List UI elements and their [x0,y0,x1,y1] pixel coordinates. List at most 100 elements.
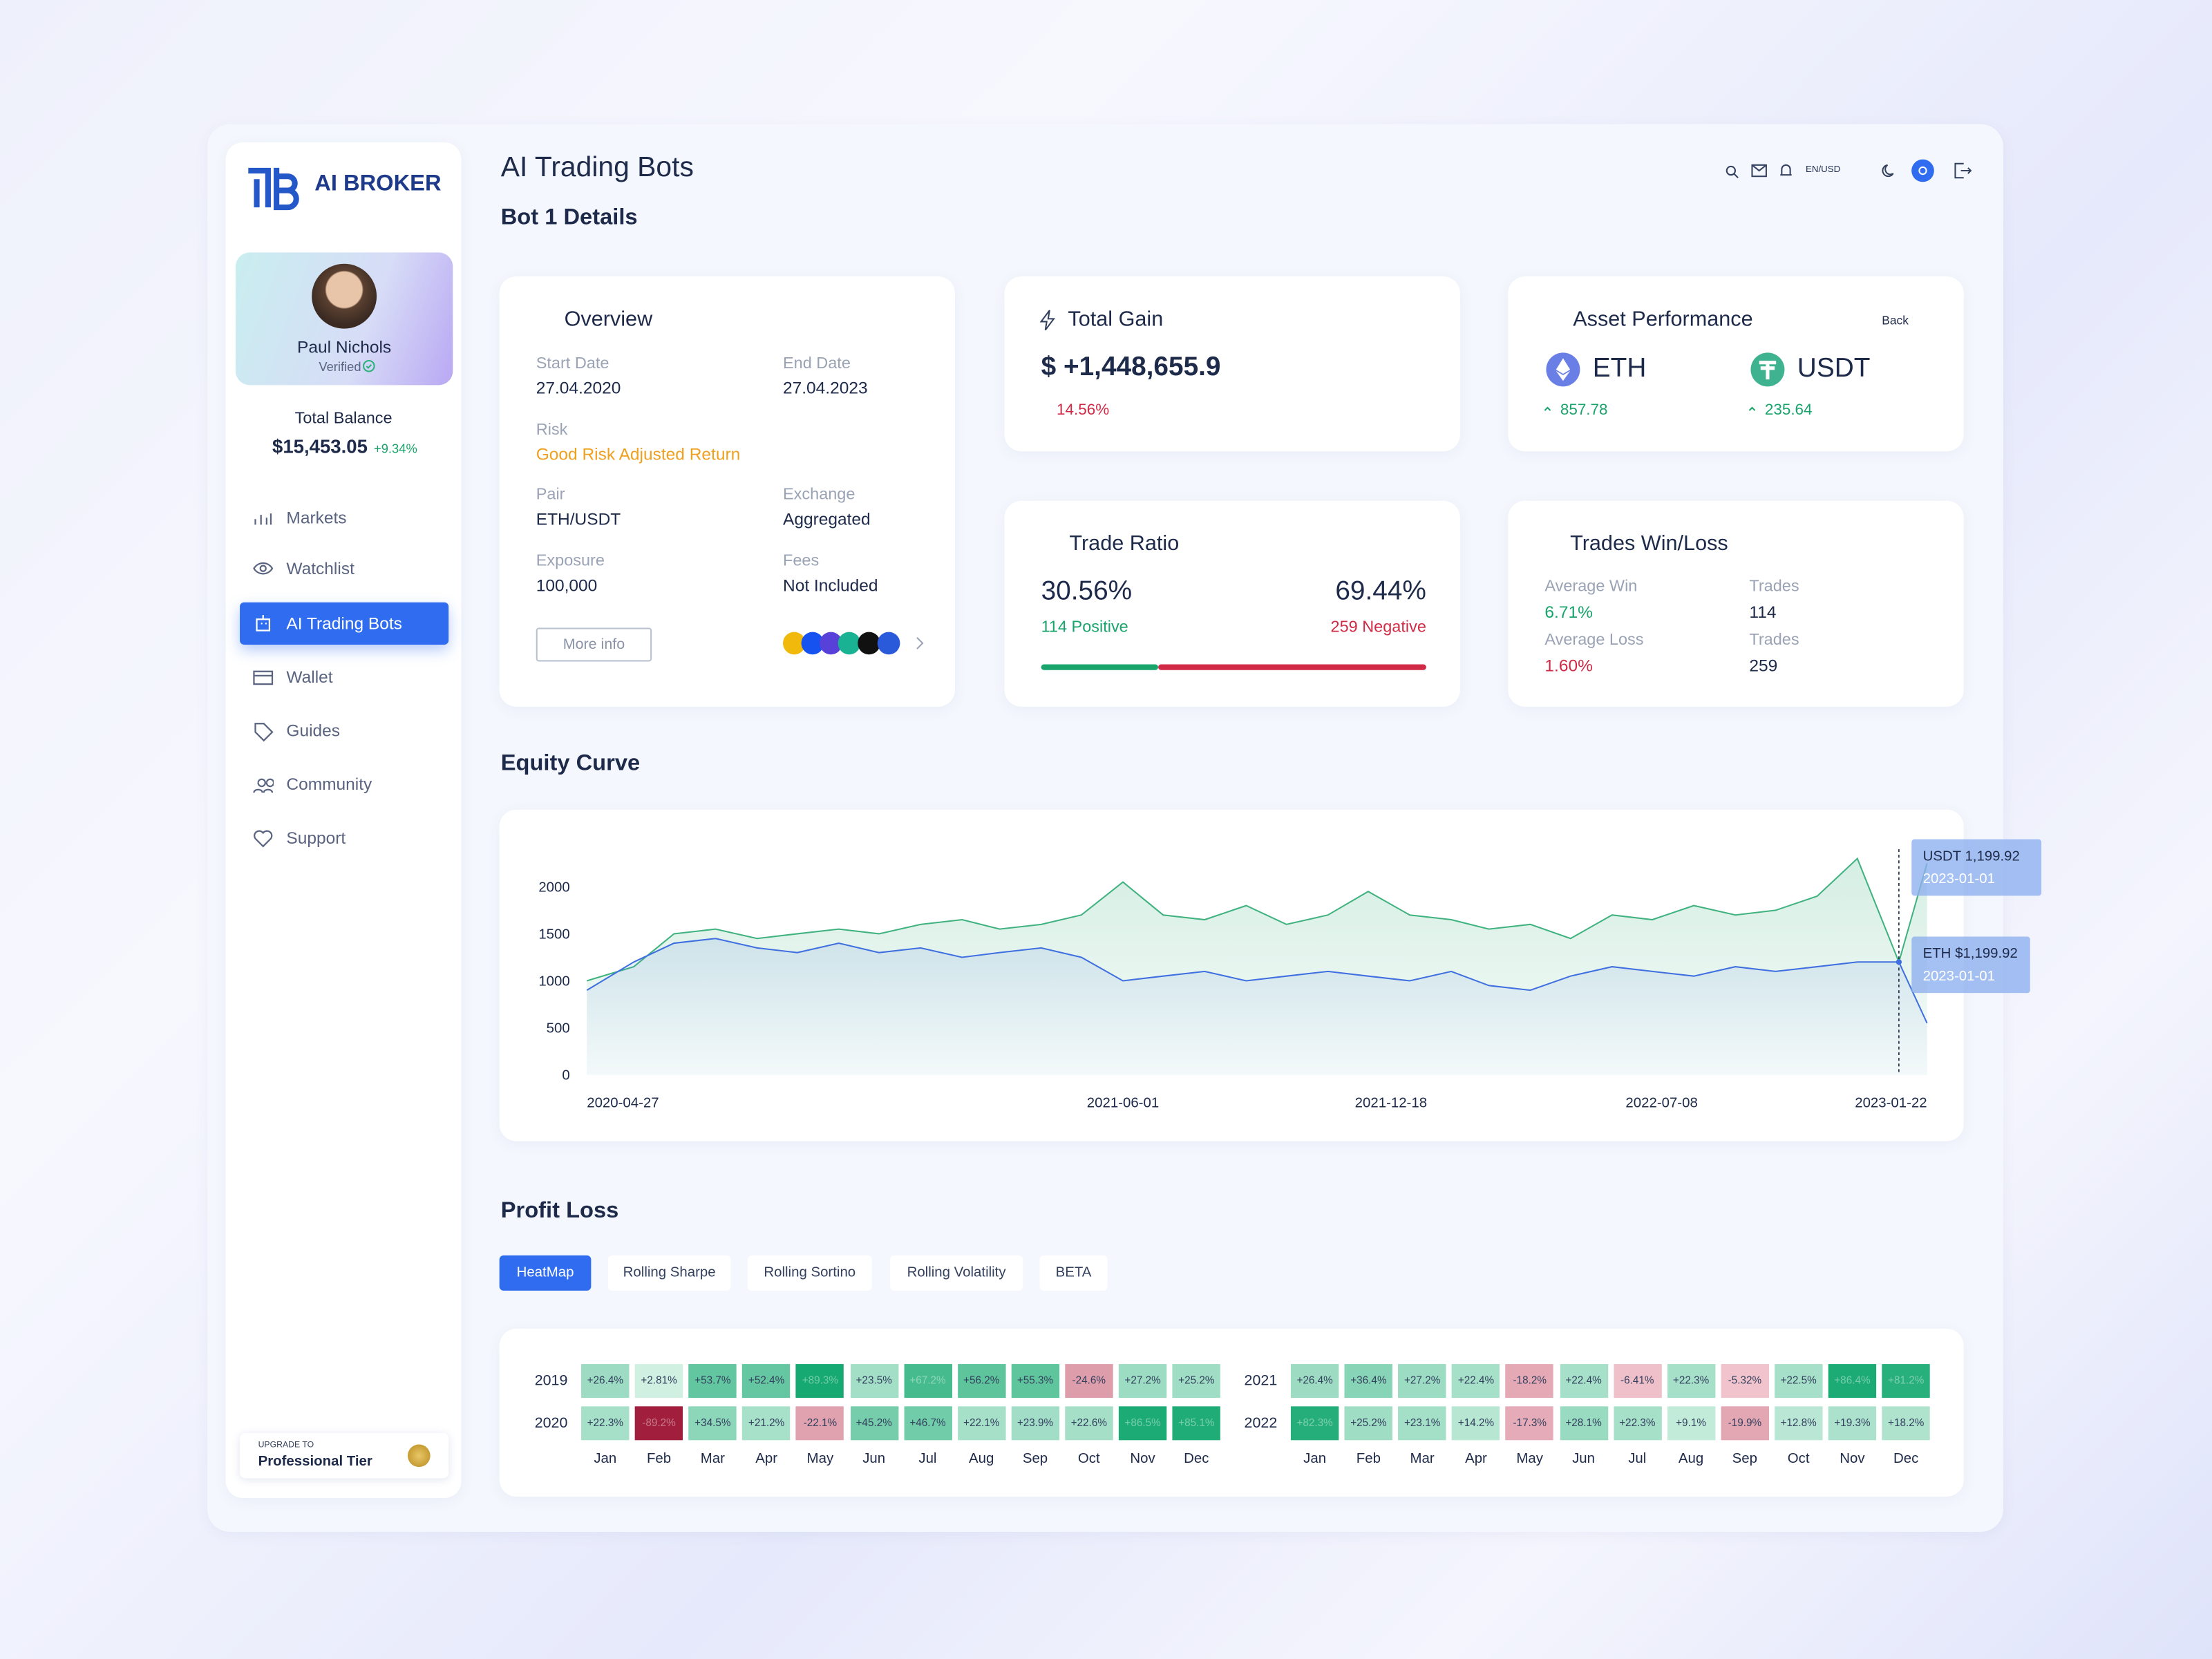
y-tick-label: 1000 [538,974,569,989]
asset-value: 857.78 [1560,401,1608,419]
heat-cell: -22.1% [796,1406,844,1441]
heat-cell: +26.4% [1290,1364,1339,1399]
trade-ratio-card [1004,500,1460,707]
y-tick-label: 500 [547,1021,570,1036]
month-label: Jul [918,1451,937,1468]
tab[interactable]: Rolling Sortino [747,1255,872,1291]
verified-icon [363,359,375,372]
nav-icon[interactable] [252,508,274,529]
heat-cell: +82.3% [1290,1406,1339,1441]
tab[interactable]: Rolling Sharpe [607,1255,731,1291]
heat-cell: +27.2% [1398,1364,1446,1399]
exchange-logos[interactable] [782,629,928,657]
x-tick-label: 2022-07-08 [1625,1096,1697,1111]
heat-cell: +46.7% [903,1406,952,1441]
heat-cell: +28.1% [1559,1406,1608,1441]
nav-item[interactable]: Wallet [286,667,333,688]
field-value: Aggregated [783,509,871,529]
nav-icon[interactable] [252,667,274,689]
nav-item[interactable]: Support [286,828,346,848]
year-label: 2020 [534,1414,568,1432]
back-link[interactable]: Back [1882,313,1909,328]
balance-change: +9.34% [373,441,417,456]
field-value: 100,000 [536,575,598,596]
month-label: Feb [1356,1451,1381,1468]
heat-cell: +22.4% [1452,1364,1500,1399]
ratio-bar [1041,664,1426,670]
stat-label: Trades [1749,632,1799,650]
nav-item[interactable]: Community [286,774,372,795]
nav-icon[interactable] [252,775,274,796]
more-info-button[interactable]: More info [536,627,652,662]
nav-item[interactable]: Watchlist [286,558,355,578]
area [587,938,1927,1075]
positive-count: 114 Positive [1041,619,1128,636]
nav-icon[interactable] [252,614,274,635]
month-label: May [1516,1451,1544,1468]
win-loss-card [1508,500,1964,707]
field-value: 27.04.2023 [783,378,868,398]
heat-cell: +22.3% [581,1406,630,1441]
asset-performance-card [1508,276,1964,452]
heat-cell: -24.6% [1065,1364,1113,1399]
line [586,857,1928,982]
heat-cell: +22.3% [1613,1406,1661,1441]
field-value: ETH/USDT [536,509,621,529]
nav-icon[interactable] [252,558,274,580]
heat-cell: +86.5% [1118,1406,1167,1441]
gain-amount: $ +1,448,655.9 [1041,352,1221,383]
card-title: Total Gain [1068,307,1164,332]
x-tick-label: 2023-01-22 [1855,1096,1927,1111]
heat-cell: +2.81% [634,1364,683,1399]
heat-cell: +22.6% [1065,1406,1113,1441]
heat-cell: +22.1% [957,1406,1005,1441]
page-subtitle: Bot 1 Details [500,206,638,230]
card-title: Trades Win/Loss [1570,531,1728,556]
y-tick-label: 1500 [538,927,569,942]
locale-switch[interactable]: EN/USD [1806,164,1841,176]
month-label: Oct [1787,1451,1810,1468]
tab[interactable]: Rolling Volatility [890,1255,1023,1291]
toolbar-icons[interactable] [1721,159,1975,182]
bolt-icon [1039,310,1056,331]
heat-cell: +23.5% [849,1364,898,1399]
heat-cell: +19.3% [1828,1406,1877,1441]
x-tick-label: 2021-12-18 [1355,1096,1427,1111]
gain-change: 14.56% [1057,401,1110,419]
logo [248,167,299,211]
ratio-segment [1041,664,1159,670]
up-arrows [1544,406,1756,411]
tab[interactable]: BETA [1039,1255,1108,1291]
heat-cell: +56.2% [957,1364,1005,1399]
month-label: Feb [646,1451,672,1468]
heat-cell: +86.4% [1828,1364,1877,1399]
heat-cell: +27.2% [1118,1364,1167,1399]
heat-cell: +14.2% [1452,1406,1500,1441]
nav-item[interactable]: AI Trading Bots [286,614,402,634]
heat-cell: +21.2% [742,1406,791,1441]
stat-label: Trades [1749,578,1799,596]
tooltip-date: 2023-01-01 [1923,969,1995,984]
month-label: Dec [1184,1451,1209,1468]
heat-cell: +55.3% [1011,1364,1059,1399]
tab[interactable]: HeatMap [499,1255,592,1291]
user-status: Verified [319,359,361,374]
nav-item[interactable]: Markets [286,507,347,528]
x-tick-label: 2020-04-27 [587,1096,659,1111]
month-label: Nov [1840,1451,1865,1468]
month-label: Mar [1410,1451,1435,1468]
avatar[interactable] [312,263,377,329]
field-label: Fees [783,553,820,570]
month-label: May [806,1451,834,1468]
field-label: Exposure [536,553,605,570]
heat-cell: +23.1% [1398,1406,1446,1441]
heat-cell: +85.1% [1172,1406,1221,1441]
nav-item[interactable]: Guides [286,721,341,741]
heat-cell: +25.2% [1172,1364,1221,1399]
month-label: Apr [755,1451,777,1468]
nav-icon[interactable] [252,828,274,849]
nav-icon[interactable] [252,721,274,742]
nav-active-bg[interactable] [240,602,449,645]
